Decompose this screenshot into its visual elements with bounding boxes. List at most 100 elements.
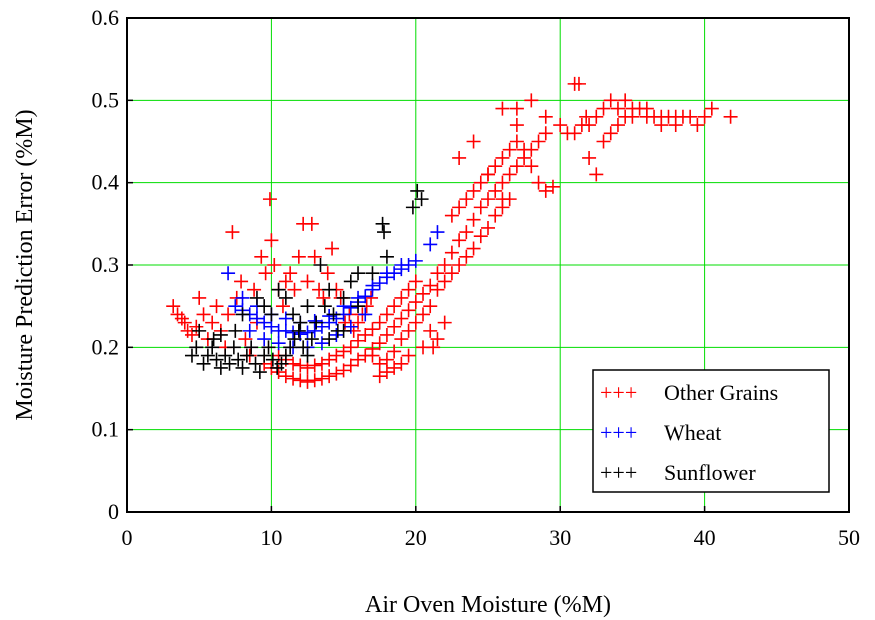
data-point (325, 241, 340, 256)
data-point (423, 278, 438, 293)
y-tick-label: 0 (108, 499, 119, 524)
y-tick-label: 0.2 (92, 334, 120, 359)
data-point (538, 109, 553, 124)
data-point (257, 332, 272, 347)
data-point (261, 340, 276, 355)
data-point (408, 253, 423, 268)
data-point (300, 348, 315, 363)
data-point (322, 369, 337, 384)
data-point (379, 249, 394, 264)
data-point (336, 344, 351, 359)
data-point (364, 290, 379, 305)
data-point (387, 319, 402, 334)
data-point (316, 290, 331, 305)
data-point (196, 356, 211, 371)
data-point (668, 109, 683, 124)
data-point (517, 142, 532, 157)
data-point (401, 282, 416, 297)
data-point (387, 360, 402, 375)
data-point (473, 175, 488, 190)
data-point (293, 315, 308, 330)
data-point (213, 327, 228, 342)
data-point (271, 282, 286, 297)
data-point (365, 322, 380, 337)
data-point (314, 371, 329, 386)
data-point (377, 225, 392, 240)
data-point (313, 258, 328, 272)
data-point (278, 290, 293, 305)
data-point (481, 220, 495, 235)
x-tick-label: 30 (549, 525, 571, 550)
data-point (244, 340, 259, 355)
data-point (437, 274, 452, 289)
data-point (365, 348, 380, 363)
data-point (184, 327, 199, 342)
data-point (317, 299, 332, 314)
data-point (437, 258, 452, 272)
data-point (372, 315, 387, 330)
x-tick-label: 40 (694, 525, 716, 550)
data-point (683, 109, 698, 124)
data-point (235, 307, 250, 322)
data-point (358, 289, 373, 304)
data-point (452, 258, 467, 272)
data-point (394, 258, 409, 272)
data-point (322, 282, 337, 297)
data-point (459, 192, 474, 207)
data-point (430, 332, 445, 347)
data-point (248, 356, 263, 371)
data-point (452, 150, 467, 165)
data-point (271, 336, 286, 351)
y-tick-label: 0.5 (92, 87, 120, 112)
data-point (379, 307, 394, 322)
data-point (437, 315, 452, 330)
data-point (351, 315, 366, 330)
data-point (351, 266, 366, 281)
data-point (610, 101, 625, 116)
data-point (495, 150, 510, 165)
data-point (444, 245, 459, 260)
data-point (314, 356, 329, 371)
data-point (351, 352, 366, 367)
data-point (423, 237, 438, 252)
data-point (234, 274, 249, 289)
data-point (226, 340, 241, 355)
data-point (531, 134, 546, 149)
data-point (502, 142, 517, 157)
data-point (189, 340, 204, 355)
data-point (582, 150, 597, 165)
data-point (177, 315, 192, 330)
data-point (423, 323, 438, 338)
data-point (287, 282, 302, 297)
data-point (495, 101, 510, 116)
data-point (452, 200, 467, 215)
data-point (414, 192, 429, 207)
data-point (247, 282, 262, 297)
data-point (444, 266, 459, 281)
data-point (300, 360, 315, 375)
data-point (509, 118, 524, 133)
data-point (545, 179, 560, 194)
y-axis-title: Moisture Prediction Error (%M) (12, 109, 38, 420)
data-point (184, 348, 199, 363)
data-point (192, 323, 207, 338)
data-point (351, 333, 366, 348)
data-point (296, 340, 311, 355)
data-point (488, 159, 503, 174)
data-point (239, 348, 254, 363)
data-point (307, 373, 322, 388)
data-point (704, 101, 719, 116)
legend: +++ Other Grains +++ Wheat +++ Sunflower (592, 369, 830, 493)
data-point (654, 118, 669, 133)
data-point (589, 167, 604, 182)
data-point (408, 295, 423, 310)
data-point (221, 307, 236, 322)
data-point (278, 369, 293, 384)
data-point (538, 126, 553, 141)
legend-label-other-grains: Other Grains (664, 380, 778, 405)
legend-box (592, 369, 830, 493)
data-point (242, 323, 257, 338)
data-point (509, 101, 524, 116)
data-point (405, 200, 420, 215)
data-point (209, 299, 224, 314)
